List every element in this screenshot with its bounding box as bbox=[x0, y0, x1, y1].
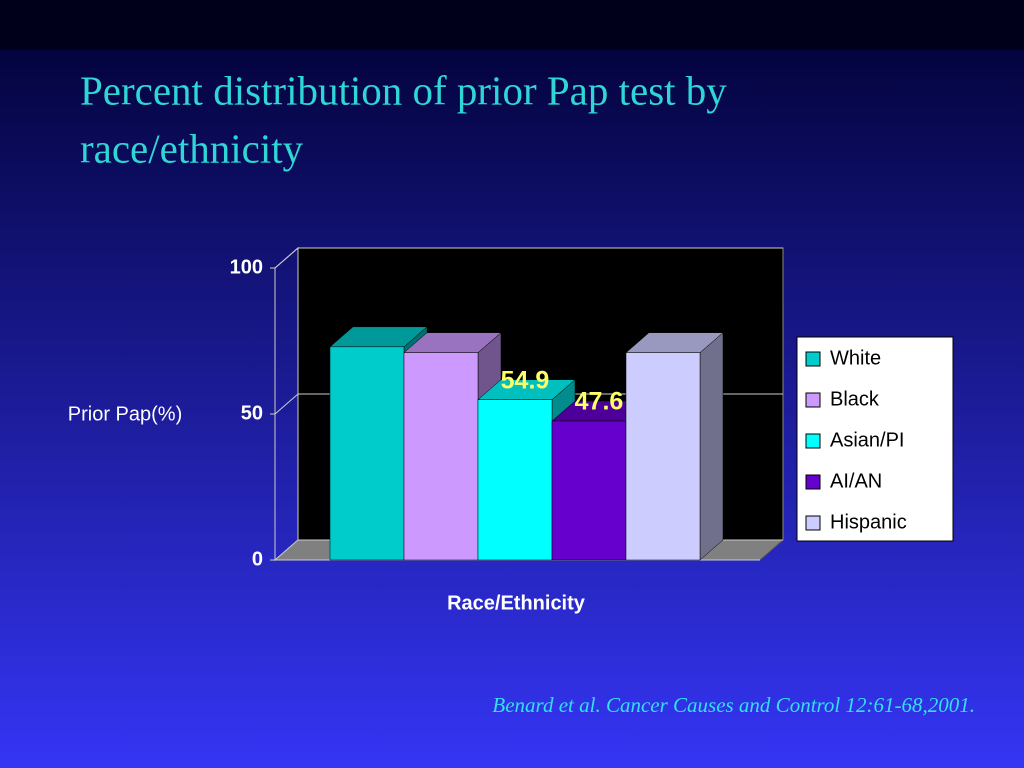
y-tick-label: 0 bbox=[252, 548, 263, 570]
bar bbox=[551, 420, 627, 561]
legend-label: AI/AN bbox=[830, 470, 882, 492]
citation: Benard et al. Cancer Causes and Control … bbox=[492, 693, 975, 717]
legend-swatch bbox=[805, 474, 821, 490]
legend-swatch bbox=[805, 392, 821, 408]
legend-swatch bbox=[805, 433, 821, 449]
top-band bbox=[0, 0, 1024, 50]
data-label: 47.6 bbox=[575, 388, 624, 416]
bar bbox=[329, 346, 405, 561]
data-label: 54.9 bbox=[501, 366, 550, 394]
legend-label: White bbox=[830, 347, 881, 369]
grid-line bbox=[274, 393, 783, 415]
y-tick-label: 50 bbox=[241, 402, 263, 424]
legend-box bbox=[796, 336, 954, 542]
y-tick-label: 100 bbox=[230, 256, 263, 278]
y-axis-title: Prior Pap(%) bbox=[68, 403, 182, 425]
chart: 0 50 100 54.9 47.6 White Black Asian/PI AI/AN His… bbox=[230, 246, 954, 570]
legend-label: Asian/PI bbox=[830, 429, 904, 451]
legend-swatch bbox=[805, 515, 821, 531]
title-line: Percent distribution of prior Pap test b… bbox=[80, 67, 727, 113]
legend-label: Black bbox=[830, 388, 880, 410]
legend-label: Hispanic bbox=[830, 511, 907, 533]
bar bbox=[477, 399, 553, 561]
bar bbox=[625, 352, 701, 561]
grid-line bbox=[274, 247, 783, 269]
bar-side bbox=[699, 332, 724, 561]
x-axis-title: Race/Ethnicity bbox=[447, 592, 586, 614]
title-line: race/ethnicity bbox=[80, 125, 304, 171]
bar bbox=[403, 352, 479, 561]
legend-swatch bbox=[805, 351, 821, 367]
